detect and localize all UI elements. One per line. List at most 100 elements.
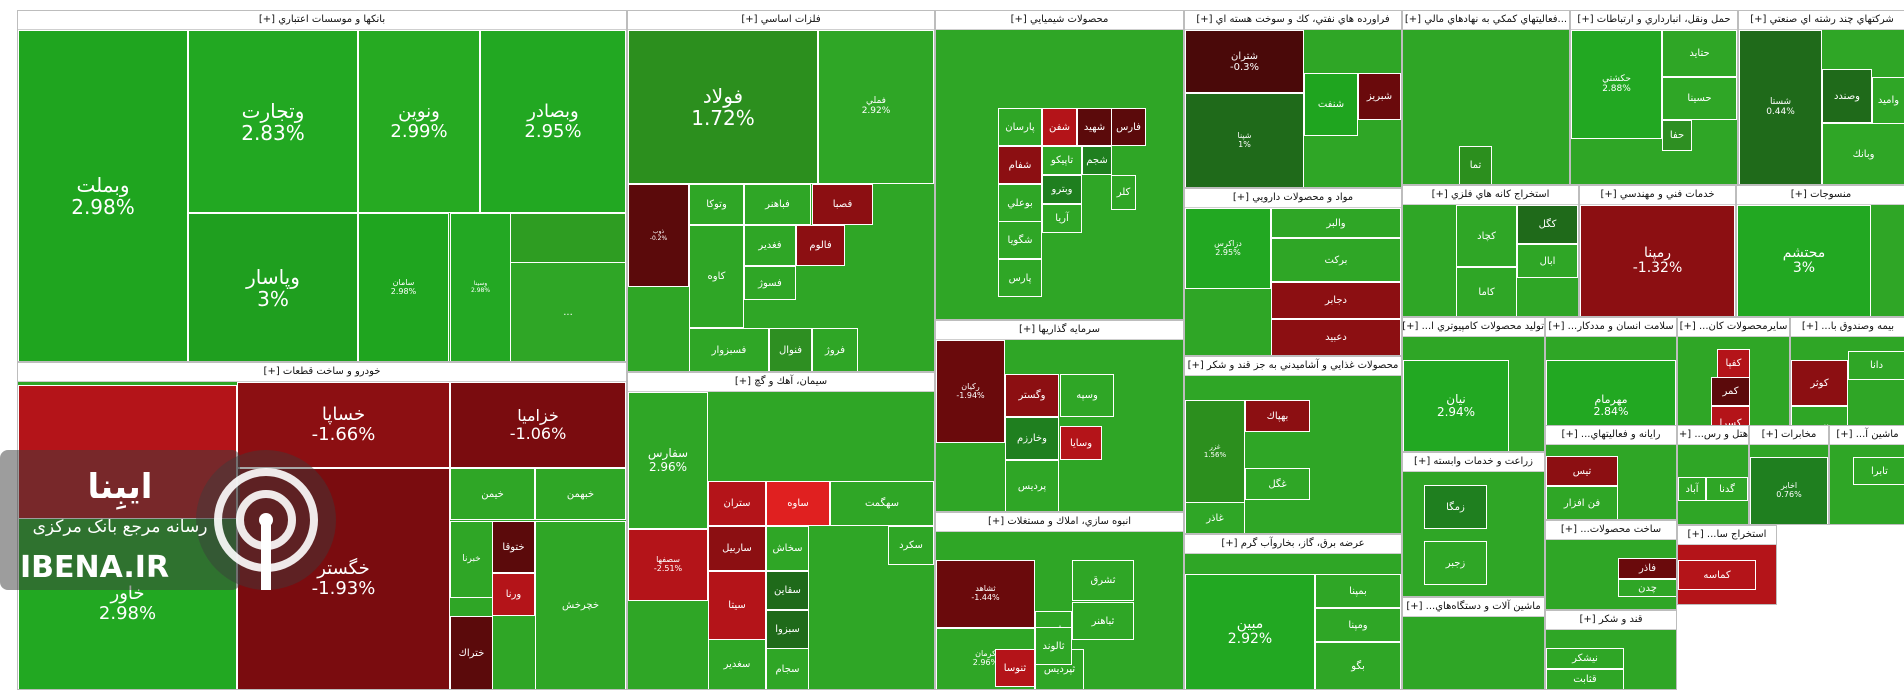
treemap-tile[interactable]: غاذر: [1185, 502, 1245, 533]
sector-title[interactable]: بانكها و موسسات اعتباري [+]: [18, 11, 626, 30]
treemap-tile[interactable]: سهگمت: [830, 481, 934, 526]
treemap-tile[interactable]: وسپه: [1060, 374, 1114, 417]
treemap-tile[interactable]: وصندد: [1822, 69, 1872, 123]
sector-title[interactable]: فلزات اساسي [+]: [628, 11, 934, 30]
treemap-tile[interactable]: فارس: [1111, 108, 1146, 146]
sector-title[interactable]: مواد و محصولات دارويي [+]: [1185, 189, 1401, 208]
treemap-tile[interactable]: كلر: [1111, 175, 1136, 210]
sector-title[interactable]: محصولات غذايي و آشاميدني به جز قند و شكر…: [1185, 357, 1401, 376]
treemap-tile[interactable]: سخاش: [766, 526, 809, 571]
treemap-tile[interactable]: شستا 0.44%: [1739, 30, 1822, 184]
treemap-tile[interactable]: نيشكر: [1546, 648, 1624, 669]
sector-title[interactable]: سلامت انسان و مددكار... [+]: [1546, 318, 1676, 337]
treemap-tile[interactable]: شبريز: [1358, 73, 1401, 120]
treemap-tile[interactable]: شجم: [1082, 146, 1112, 175]
treemap-tile[interactable]: كماسه: [1678, 560, 1756, 590]
treemap-tile[interactable]: نيان 2.94%: [1403, 360, 1509, 451]
treemap-tile[interactable]: كچاد: [1456, 205, 1517, 267]
treemap-tile[interactable]: تيس: [1546, 456, 1618, 486]
treemap-tile[interactable]: وخارزم: [1005, 417, 1059, 460]
treemap-tile[interactable]: حكشتي 2.88%: [1571, 30, 1662, 139]
treemap-tile[interactable]: وسينا 2.98%: [450, 213, 511, 361]
treemap-tile[interactable]: دزاكرس 2.95%: [1185, 208, 1271, 289]
sector-title[interactable]: محصولات شيميايي [+]: [936, 11, 1183, 30]
treemap-tile[interactable]: زمگا: [1424, 485, 1487, 529]
sector-title[interactable]: بيمه وصندوق با... [+]: [1791, 318, 1904, 337]
treemap-tile[interactable]: وگستر: [1005, 374, 1059, 417]
sector-title[interactable]: زراعت و خدمات وابسته [+]: [1403, 453, 1544, 472]
treemap-tile[interactable]: بمپنا: [1315, 574, 1401, 608]
treemap-tile[interactable]: كگل: [1517, 205, 1578, 244]
treemap-tile[interactable]: كفپا: [1717, 349, 1750, 378]
treemap-tile[interactable]: چدن: [1618, 579, 1676, 597]
treemap-tile[interactable]: محتشم 3%: [1737, 205, 1871, 316]
treemap-tile[interactable]: بركت: [1271, 238, 1401, 282]
treemap-tile[interactable]: تابرا: [1853, 457, 1904, 485]
treemap-tile[interactable]: فروژ: [812, 328, 858, 371]
treemap-tile[interactable]: خساپا -1.66%: [237, 382, 450, 468]
treemap-tile[interactable]: سامان 2.98%: [358, 213, 449, 361]
treemap-tile[interactable]: ساوه: [766, 481, 830, 526]
treemap-tile[interactable]: آباد: [1678, 477, 1706, 501]
treemap-tile[interactable]: ستران: [708, 481, 766, 526]
treemap-tile[interactable]: خبهمن: [535, 468, 626, 520]
treemap-tile[interactable]: ذوب -0.2%: [628, 184, 689, 287]
treemap-tile[interactable]: سبزوا: [766, 610, 809, 649]
sector-title[interactable]: فراورده هاي نفتي، كك و سوخت هسته اي [+]: [1185, 11, 1401, 30]
treemap-tile[interactable]: شفام: [998, 146, 1042, 184]
treemap-tile[interactable]: ...: [510, 262, 626, 361]
treemap-tile[interactable]: فاذر: [1618, 558, 1676, 579]
treemap-tile[interactable]: حتايد: [1662, 30, 1737, 77]
treemap-tile[interactable]: وبانك: [1822, 123, 1904, 184]
treemap-tile[interactable]: رمپنا -1.32%: [1580, 205, 1735, 316]
treemap-tile[interactable]: تاپيكو: [1042, 146, 1082, 175]
treemap-tile[interactable]: پرديس: [1005, 460, 1059, 511]
treemap-tile[interactable]: شتران -0.3%: [1185, 30, 1304, 93]
treemap-tile[interactable]: والبر: [1271, 208, 1401, 238]
treemap-tile[interactable]: بوعلي: [998, 184, 1042, 222]
treemap-tile[interactable]: خيمن: [450, 468, 535, 520]
treemap-tile[interactable]: غزر 1.56%: [1185, 400, 1245, 503]
sector-title[interactable]: رايانه و فعاليتهاي... [+]: [1546, 426, 1676, 445]
sector-title[interactable]: عرضه برق، گاز، بخاروآب گرم [+]: [1185, 535, 1401, 554]
treemap-tile[interactable]: پارسان: [998, 108, 1042, 146]
treemap-tile[interactable]: وبصادر 2.95%: [480, 30, 626, 213]
treemap-tile[interactable]: تما: [1459, 146, 1492, 184]
treemap-tile[interactable]: فغدير: [744, 225, 796, 266]
treemap-tile[interactable]: اخابر 0.76%: [1750, 457, 1828, 524]
sector-title[interactable]: منسوجات [+]: [1737, 186, 1904, 205]
treemap-tile[interactable]: فسبزوار: [689, 328, 769, 371]
treemap-tile[interactable]: وتجارت 2.83%: [188, 30, 358, 213]
sector-title[interactable]: سرمايه گذاريها [+]: [936, 321, 1183, 340]
treemap-tile[interactable]: سقاين: [766, 571, 809, 610]
treemap-tile[interactable]: وبملت 2.98%: [18, 30, 188, 361]
sector-title[interactable]: سيمان، آهك و گچ [+]: [628, 373, 934, 392]
treemap-tile[interactable]: ختراك: [450, 616, 493, 689]
sector-title[interactable]: شركتهاي چند رشته اي صنعتي [+]: [1739, 11, 1904, 30]
treemap-tile[interactable]: واميد: [1872, 77, 1904, 124]
treemap-tile[interactable]: غگل: [1245, 468, 1310, 500]
treemap-tile[interactable]: ساربيل: [708, 526, 766, 571]
sector-title[interactable]: ماشين آلات و دستگاه‌هاي... [+]: [1403, 598, 1544, 617]
treemap-tile[interactable]: كوثر: [1791, 360, 1848, 406]
treemap-tile[interactable]: فنوال: [769, 328, 812, 371]
treemap-tile[interactable]: شپنا 1%: [1185, 93, 1304, 187]
treemap-tile[interactable]: شگويا: [998, 221, 1042, 259]
treemap-tile[interactable]: ثشاهد -1.44%: [936, 560, 1035, 628]
treemap-tile[interactable]: سيتا: [708, 571, 766, 640]
treemap-tile[interactable]: ابال: [1517, 244, 1578, 278]
sector-title[interactable]: مخابرات [+]: [1750, 426, 1828, 445]
treemap-tile[interactable]: ختوقا: [492, 521, 535, 573]
treemap-tile[interactable]: ثباهنر: [1072, 602, 1134, 640]
treemap-tile[interactable]: ثشرق: [1072, 560, 1134, 601]
treemap-tile[interactable]: حفا: [1662, 120, 1692, 151]
treemap-tile[interactable]: خزاميا -1.06%: [450, 382, 626, 468]
treemap-tile[interactable]: سغدير: [708, 639, 766, 689]
treemap-tile[interactable]: سكرد: [888, 526, 934, 565]
treemap-tile[interactable]: وبترو: [1042, 175, 1082, 204]
treemap-tile[interactable]: بهپاك: [1245, 400, 1310, 432]
sector-title[interactable]: حمل ونقل، انبارداري و ارتباطات [+]: [1571, 11, 1737, 30]
treemap-tile[interactable]: شنفت: [1304, 73, 1358, 136]
treemap-tile[interactable]: آريا: [1042, 204, 1082, 233]
treemap-tile[interactable]: وسايا: [1060, 426, 1102, 460]
